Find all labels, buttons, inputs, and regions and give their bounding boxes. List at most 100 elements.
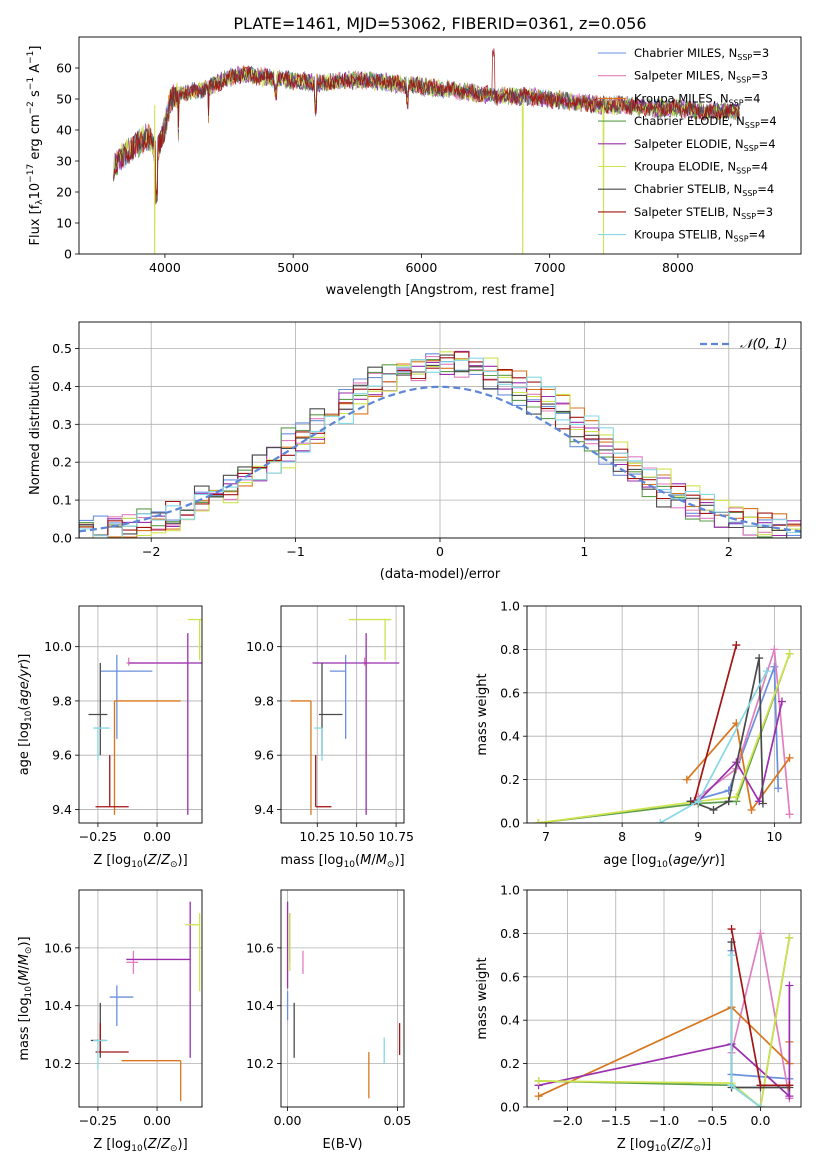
x-tick-label: 8	[618, 829, 626, 844]
plot-area	[79, 322, 801, 538]
panel-residuals: −2 −1 0 1 2 0.0 0.1 0.2 0.3 0.4 0.5	[52, 321, 802, 559]
y-tick-label: 0.3	[52, 417, 72, 432]
legend-label: Salpeter ELODIE, NSSP=4	[634, 137, 776, 153]
x-tick-label: −2.0	[552, 1113, 582, 1128]
panel-Z-weight: −2.0 −1.5 −1.0 −0.5 0.0 0.0 0.2 0.4 0.6 0.8 1.0	[500, 883, 802, 1128]
y-tick-label: 10.0	[44, 639, 72, 654]
normal-curve	[79, 385, 801, 533]
legend-label: Chabrier ELODIE, NSSP=4	[634, 114, 777, 130]
panel-EBV-mass: 0.00 0.05 10.2 10.4 10.6	[246, 889, 411, 1128]
x-axis-label: wavelength [Angstrom, rest frame]	[326, 283, 555, 298]
x-tick-label: −0.5	[697, 1113, 727, 1128]
y-tick-label: 0.1	[52, 493, 72, 508]
weight-marker	[762, 667, 771, 676]
plot-area	[527, 890, 801, 1107]
y-tick-label: 9.6	[52, 748, 72, 763]
x-tick-label: 0.0	[751, 1113, 771, 1128]
y-tick-label: 0.2	[52, 455, 72, 470]
x-axis-label: Z [log10(Z/Z⊙)]	[617, 1137, 711, 1154]
x-tick-label: 10.25	[299, 829, 335, 844]
axes-frame	[526, 605, 802, 824]
plot-area	[79, 890, 202, 1107]
y-tick-label: 0.6	[500, 685, 520, 700]
weight-marker	[534, 819, 543, 823]
y-tick-label: 0.0	[500, 816, 520, 831]
x-tick-label: 10	[766, 829, 782, 844]
plot-area	[527, 606, 801, 823]
panel-spectrum: 4000 5000 6000 7000 8000 0 10 20 30 40 50 60	[56, 36, 802, 275]
axes-frame	[78, 889, 203, 1108]
weight-marker	[785, 1081, 794, 1090]
legend: Chabrier MILES, NSSP=3 Salpeter MILES, NS…	[598, 46, 777, 244]
x-tick-label: 2	[725, 544, 733, 559]
weight-marker	[534, 1076, 543, 1085]
plot-area	[79, 606, 202, 823]
legend-label: Salpeter STELIB, NSSP=3	[634, 205, 773, 221]
spectrum-line-salpeter-stelib	[113, 48, 740, 205]
weight-marker	[727, 1081, 736, 1090]
x-tick-label: 4000	[149, 260, 181, 275]
legend-label: Salpeter MILES, NSSP=3	[634, 69, 768, 85]
weight-line-salpeter-stelib	[693, 644, 738, 802]
plot-area	[113, 48, 740, 254]
y-axis-label: mass weight	[475, 673, 490, 755]
panel-Z-age: −0.25 0.00 9.4 9.6 9.8 10.0	[44, 605, 203, 844]
weight-marker	[732, 792, 741, 801]
weight-marker	[785, 810, 794, 819]
y-tick-label: 0	[64, 247, 72, 262]
x-tick-label: −0.25	[79, 829, 117, 844]
x-axis-label: Z [log10(Z/Z⊙)]	[93, 853, 187, 870]
panel-mass-age: 10.25 10.50 10.75 9.4 9.6 9.8 10.0	[246, 605, 414, 844]
legend-label: Kroupa STELIB, NSSP=4	[634, 228, 765, 244]
weight-marker	[785, 1092, 794, 1101]
weight-marker	[785, 649, 794, 658]
histogram-kroupa-stelib	[79, 357, 801, 538]
x-tick-label: 9	[694, 829, 702, 844]
x-tick-label: 0.00	[274, 1113, 302, 1128]
x-tick-label: 0.05	[383, 1113, 411, 1128]
y-tick-label: 10.4	[246, 998, 274, 1013]
x-tick-label: −0.25	[79, 1113, 117, 1128]
x-tick-label: 8000	[662, 260, 694, 275]
weight-marker	[770, 662, 779, 671]
x-tick-label: −1.5	[601, 1113, 631, 1128]
legend-label: Kroupa ELODIE, NSSP=4	[634, 160, 768, 176]
legend-label: Kroupa MILES, NSSP=4	[634, 91, 760, 107]
y-axis-label: Flux [fλ10−17 erg cm−2 s−1 A−1]	[26, 46, 45, 246]
legend-label: Chabrier MILES, NSSP=3	[634, 46, 769, 62]
weight-marker	[756, 929, 765, 938]
y-axis-label: Normed distribution	[28, 365, 43, 495]
axes-frame	[280, 605, 405, 824]
panel-age-weight: 7 8 9 10 0.0 0.2 0.4 0.6 0.8 1.0	[500, 599, 802, 844]
y-tick-label: 10.0	[246, 639, 274, 654]
weight-line-kroupa-elodie	[538, 653, 791, 823]
y-tick-label: 0.4	[500, 1013, 520, 1028]
x-tick-label: 0.00	[143, 1113, 171, 1128]
weight-marker	[774, 784, 783, 793]
y-tick-label: 0.8	[500, 926, 520, 941]
y-tick-label: 50	[56, 92, 72, 107]
x-tick-label: 1	[580, 544, 588, 559]
panel-Z-mass: −0.25 0.00 10.2 10.4 10.6	[44, 889, 203, 1128]
y-tick-label: 0.2	[500, 1056, 520, 1071]
x-tick-label: 10.50	[339, 829, 375, 844]
y-axis-label: mass [log10(M/M⊙)]	[17, 936, 34, 1060]
y-tick-label: 9.8	[52, 693, 72, 708]
weight-marker	[732, 641, 741, 650]
y-axis-label: age [log10(age/yr)]	[17, 654, 34, 776]
x-axis-label: mass [log10(M/M⊙)]	[280, 853, 404, 870]
weight-line-kroupa-elodie	[538, 937, 791, 1107]
weight-marker	[694, 797, 703, 806]
y-tick-label: 10.2	[246, 1056, 274, 1071]
weight-marker	[756, 1103, 765, 1107]
y-tick-label: 60	[56, 61, 72, 76]
legend-label: Chabrier STELIB, NSSP=4	[634, 182, 774, 198]
x-tick-label: 0.00	[143, 829, 171, 844]
weight-marker	[755, 654, 764, 663]
x-tick-label: −1	[286, 544, 304, 559]
x-tick-label: 7000	[534, 260, 566, 275]
y-tick-label: 9.8	[254, 693, 274, 708]
x-tick-label: −1.0	[649, 1113, 679, 1128]
axes-frame	[78, 321, 802, 539]
